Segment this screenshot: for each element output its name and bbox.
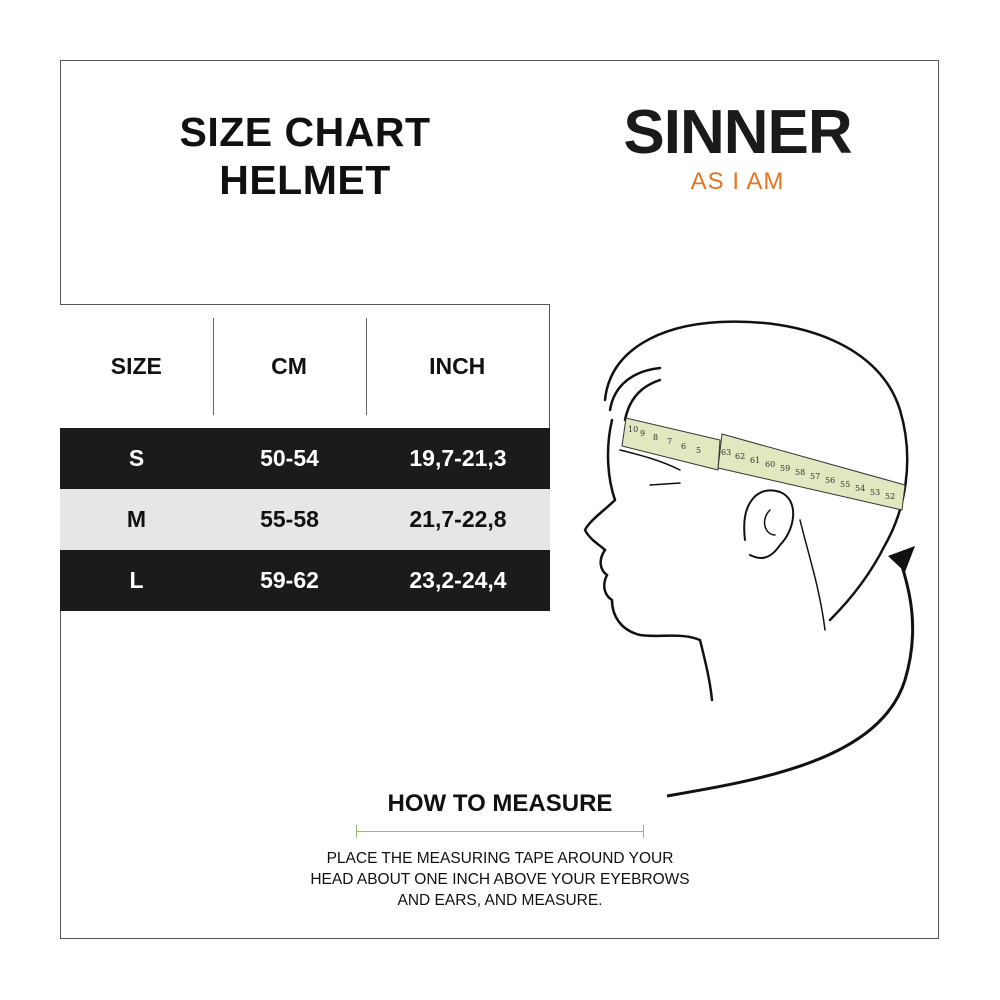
tape-number: 6 <box>681 442 686 451</box>
title-line-1: SIZE CHART <box>179 109 431 155</box>
tape-number: 57 <box>810 472 820 481</box>
tape-number: 62 <box>735 452 745 461</box>
tape-number: 60 <box>765 460 775 469</box>
instruction-line: PLACE THE MEASURING TAPE AROUND YOUR <box>326 850 674 867</box>
tape-number: 54 <box>855 484 865 493</box>
header-size: SIZE <box>110 353 162 379</box>
size-table: SIZE CM INCH S 50-54 19,7-21,3 M 55-58 2… <box>60 304 550 611</box>
tape-number: 10 <box>628 425 638 434</box>
tape-number: 53 <box>870 488 880 497</box>
tape-number: 56 <box>825 476 835 485</box>
brand-name: SINNER <box>623 98 852 167</box>
how-to-measure-heading: HOW TO MEASURE <box>387 790 613 817</box>
green-divider <box>356 825 644 838</box>
cell-inch: 19,7-21,3 <box>409 445 507 471</box>
tape-number: 59 <box>780 464 790 473</box>
cell-size: L <box>129 567 144 593</box>
cell-inch: 23,2-24,4 <box>409 567 507 593</box>
header-inch: INCH <box>429 353 486 379</box>
header-cm: CM <box>271 353 307 379</box>
tape-number: 5 <box>696 446 701 455</box>
cell-size: M <box>126 506 147 532</box>
cell-size: S <box>128 445 145 471</box>
table-row: M 55-58 21,7-22,8 <box>60 489 550 550</box>
tape-number: 52 <box>885 492 895 501</box>
title-line-2: HELMET <box>219 157 391 203</box>
column-divider <box>213 318 214 415</box>
tape-numbers: 10 9 8 7 6 5 63 62 61 60 59 58 57 56 55 … <box>628 425 895 501</box>
tape-number: 9 <box>640 429 645 438</box>
cell-cm: 50-54 <box>260 445 319 471</box>
tape-number: 58 <box>795 468 805 477</box>
table-row: L 59-62 23,2-24,4 <box>60 550 550 611</box>
tape-number: 7 <box>667 437 672 446</box>
head-outline <box>583 320 909 702</box>
measure-instructions: PLACE THE MEASURING TAPE AROUND YOUR HEA… <box>270 848 730 911</box>
arrow-icon <box>666 546 915 798</box>
measuring-tape <box>621 417 906 511</box>
page-title: SIZE CHART HELMET <box>130 108 480 204</box>
head-measuring-illustration: 10 9 8 7 6 5 63 62 61 60 59 58 57 56 55 … <box>583 320 915 798</box>
tape-number: 63 <box>721 448 731 457</box>
tape-number: 61 <box>750 456 760 465</box>
tape-number: 55 <box>840 480 850 489</box>
column-divider <box>366 318 367 415</box>
table-header: SIZE CM INCH <box>60 304 550 428</box>
tape-number: 8 <box>653 433 658 442</box>
instruction-line: HEAD ABOUT ONE INCH ABOVE YOUR EYEBROWS <box>310 871 690 888</box>
cell-inch: 21,7-22,8 <box>409 506 507 532</box>
cell-cm: 55-58 <box>260 506 319 532</box>
brand-logo: SINNER AS I AM <box>615 98 860 196</box>
instruction-line: AND EARS, AND MEASURE. <box>397 892 603 909</box>
cell-cm: 59-62 <box>260 567 319 593</box>
table-row: S 50-54 19,7-21,3 <box>60 428 550 489</box>
brand-tagline: AS I AM <box>690 168 785 195</box>
